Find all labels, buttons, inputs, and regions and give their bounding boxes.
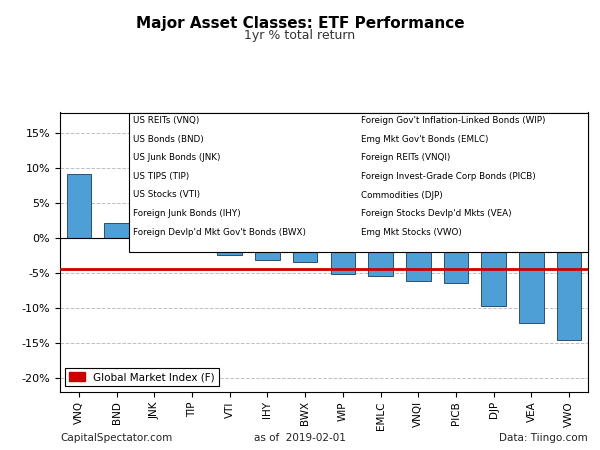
Bar	[368, 238, 393, 276]
Bar	[331, 238, 355, 274]
Bar	[104, 223, 129, 238]
Text: Foreign Junk Bonds (IHY): Foreign Junk Bonds (IHY)	[133, 209, 241, 218]
Text: US REITs (VNQ): US REITs (VNQ)	[133, 116, 200, 125]
Text: US Stocks (VTI): US Stocks (VTI)	[133, 190, 200, 199]
Bar	[557, 238, 581, 340]
Bar	[255, 238, 280, 261]
Bar	[67, 174, 91, 238]
Bar	[180, 233, 204, 238]
Text: Commodities (DJP): Commodities (DJP)	[361, 190, 443, 199]
Text: Foreign Invest-Grade Corp Bonds (PICB): Foreign Invest-Grade Corp Bonds (PICB)	[361, 172, 536, 181]
Bar	[142, 225, 167, 238]
Text: CapitalSpectator.com: CapitalSpectator.com	[60, 433, 172, 443]
Bar	[406, 238, 431, 281]
Text: Major Asset Classes: ETF Performance: Major Asset Classes: ETF Performance	[136, 16, 464, 31]
Bar	[217, 238, 242, 255]
Text: Foreign REITs (VNQI): Foreign REITs (VNQI)	[361, 153, 451, 162]
Text: Emg Mkt Stocks (VWO): Emg Mkt Stocks (VWO)	[361, 228, 462, 237]
Text: Data: Tiingo.com: Data: Tiingo.com	[499, 433, 588, 443]
Text: Emg Mkt Gov't Bonds (EMLC): Emg Mkt Gov't Bonds (EMLC)	[361, 135, 489, 144]
Bar	[293, 238, 317, 262]
Text: Foreign Stocks Devlp'd Mkts (VEA): Foreign Stocks Devlp'd Mkts (VEA)	[361, 209, 512, 218]
Text: as of  2019-02-01: as of 2019-02-01	[254, 433, 346, 443]
Bar	[519, 238, 544, 323]
Text: Foreign Gov't Inflation-Linked Bonds (WIP): Foreign Gov't Inflation-Linked Bonds (WI…	[361, 116, 546, 125]
Bar	[444, 238, 468, 284]
Text: 1yr % total return: 1yr % total return	[244, 29, 356, 42]
Bar	[481, 238, 506, 306]
Text: US Bonds (BND): US Bonds (BND)	[133, 135, 204, 144]
Text: Foreign Devlp'd Mkt Gov't Bonds (BWX): Foreign Devlp'd Mkt Gov't Bonds (BWX)	[133, 228, 307, 237]
Text: US Junk Bonds (JNK): US Junk Bonds (JNK)	[133, 153, 221, 162]
Legend: Global Market Index (F): Global Market Index (F)	[65, 368, 219, 386]
Text: US TIPS (TIP): US TIPS (TIP)	[133, 172, 190, 181]
